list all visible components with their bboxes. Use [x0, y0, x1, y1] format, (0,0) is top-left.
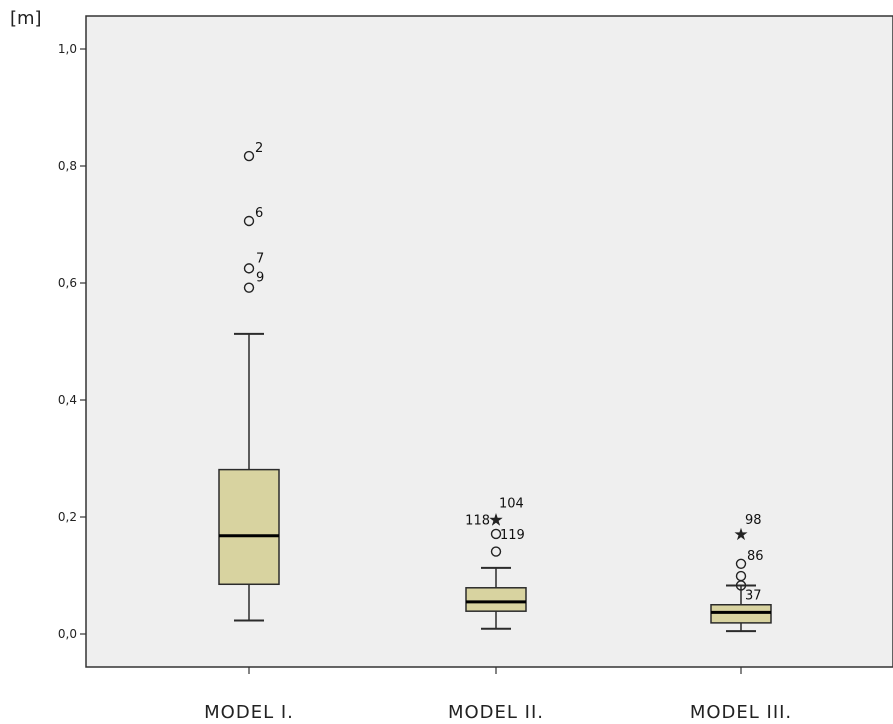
outlier-label: 2: [255, 141, 263, 156]
outlier-label: 98: [745, 513, 762, 528]
y-tick-label: 0,0: [58, 627, 77, 641]
outlier-label: 6: [255, 206, 263, 221]
outlier-circle: [243, 150, 255, 162]
y-tick-label: 0,8: [58, 159, 77, 173]
x-category-label: MODEL II.: [448, 702, 544, 723]
x-axis-labels: MODEL I. MODEL II. MODEL III.: [204, 667, 792, 723]
outlier-label: 86: [747, 549, 764, 564]
outlier-star: ★: [488, 510, 503, 530]
outlier-circle: [735, 558, 747, 569]
outlier-label: 37: [745, 588, 762, 603]
y-tick-label: 0,4: [58, 393, 77, 407]
y-axis-unit-label: [m]: [10, 8, 42, 29]
box-group: 2 6 7 9: [218, 141, 280, 622]
outlier-label: 119: [500, 528, 525, 543]
x-category-label: MODEL I.: [204, 702, 294, 723]
outlier-circle: [243, 263, 255, 274]
outlier-circle: [490, 528, 502, 540]
outlier-star: ★: [488, 510, 503, 530]
y-tick-label: 0,2: [58, 510, 77, 524]
outlier-label: 104: [499, 496, 524, 511]
box-iqr: [218, 468, 280, 586]
box-iqr: [465, 587, 527, 612]
outlier-circle: [243, 282, 255, 293]
x-category-label: MODEL III.: [690, 702, 792, 723]
plot-area: [85, 15, 893, 668]
outlier-label: 118: [465, 513, 490, 528]
box-group: ★98 86 37: [710, 513, 772, 633]
y-axis: 0,0 0,2 0,4 0,6 0,8 1,0: [58, 42, 86, 641]
y-tick-label: 1,0: [58, 42, 77, 56]
outlier-circle: [735, 580, 747, 591]
y-tick-label: 0,6: [58, 276, 77, 290]
outlier-label: 7: [256, 251, 264, 266]
outlier-circle: [243, 215, 255, 227]
outlier-star: ★: [733, 525, 748, 545]
outlier-label: 9: [256, 271, 264, 286]
outlier-circle: [490, 546, 502, 557]
